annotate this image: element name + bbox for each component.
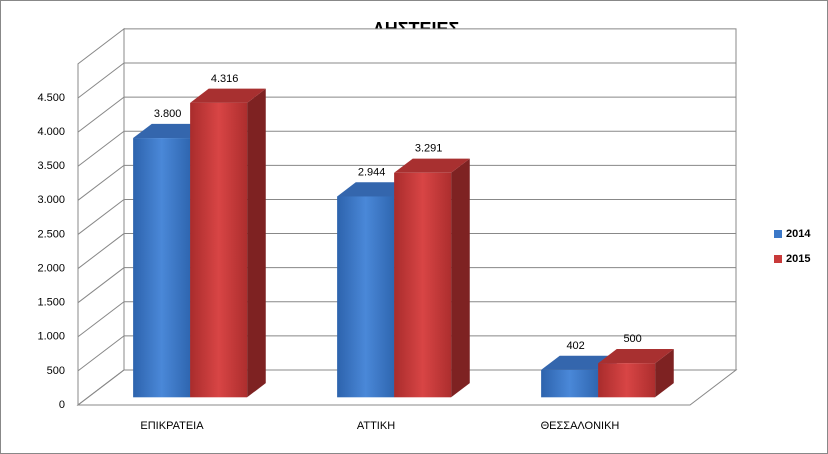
y-tick-label: 4.500 bbox=[37, 92, 65, 104]
y-tick-label: 4.000 bbox=[37, 126, 65, 138]
value-label: 402 bbox=[566, 340, 584, 352]
y-tick-label: 2.000 bbox=[37, 262, 65, 274]
value-label: 2.944 bbox=[358, 166, 386, 178]
grid-line bbox=[77, 335, 736, 372]
grid-line bbox=[77, 62, 736, 99]
grid-line bbox=[77, 164, 736, 201]
value-label: 500 bbox=[623, 333, 641, 345]
bar bbox=[598, 363, 656, 398]
bar bbox=[541, 369, 599, 398]
grid-line bbox=[77, 198, 736, 235]
grid-line bbox=[77, 233, 736, 269]
bar bbox=[337, 196, 395, 398]
legend-swatch bbox=[774, 255, 782, 263]
y-tick-label: 2.500 bbox=[37, 228, 65, 240]
grid-line bbox=[77, 301, 736, 338]
value-label: 4.316 bbox=[211, 73, 239, 85]
bar bbox=[394, 172, 452, 398]
legend-swatch bbox=[774, 230, 782, 238]
bar-top bbox=[337, 182, 413, 197]
bar bbox=[190, 102, 248, 398]
legend-label: 2014 bbox=[786, 228, 811, 240]
y-tick-label: 3.500 bbox=[37, 160, 65, 172]
y-tick-label: 3.000 bbox=[37, 194, 65, 206]
bar-side bbox=[655, 349, 674, 398]
bar bbox=[133, 138, 191, 398]
bar-top bbox=[541, 355, 617, 370]
grid-line bbox=[77, 267, 736, 304]
value-label: 3.800 bbox=[154, 108, 182, 120]
bar-top bbox=[598, 349, 674, 364]
y-tick-label: 500 bbox=[47, 365, 65, 377]
bar-top bbox=[394, 158, 470, 173]
bar-side bbox=[451, 158, 470, 398]
grid-line bbox=[77, 130, 736, 167]
grid-line bbox=[77, 96, 736, 133]
bar-top bbox=[133, 123, 209, 139]
x-tick-label: ΑΤΤΙΚΗ bbox=[357, 420, 395, 432]
x-tick-label: ΘΕΣΣΑΛΟΝΙΚΗ bbox=[541, 420, 620, 432]
x-tick-label: ΕΠΙΚΡΑΤΕΙΑ bbox=[140, 420, 204, 432]
bar-top bbox=[190, 88, 266, 103]
legend-label: 2015 bbox=[786, 253, 810, 265]
y-tick-label: 1.500 bbox=[37, 297, 65, 309]
value-label: 3.291 bbox=[415, 143, 443, 155]
y-tick-label: 1.000 bbox=[37, 331, 65, 343]
bar-side bbox=[247, 88, 266, 398]
y-tick-label: 0 bbox=[59, 399, 65, 411]
grid-line bbox=[77, 369, 736, 406]
